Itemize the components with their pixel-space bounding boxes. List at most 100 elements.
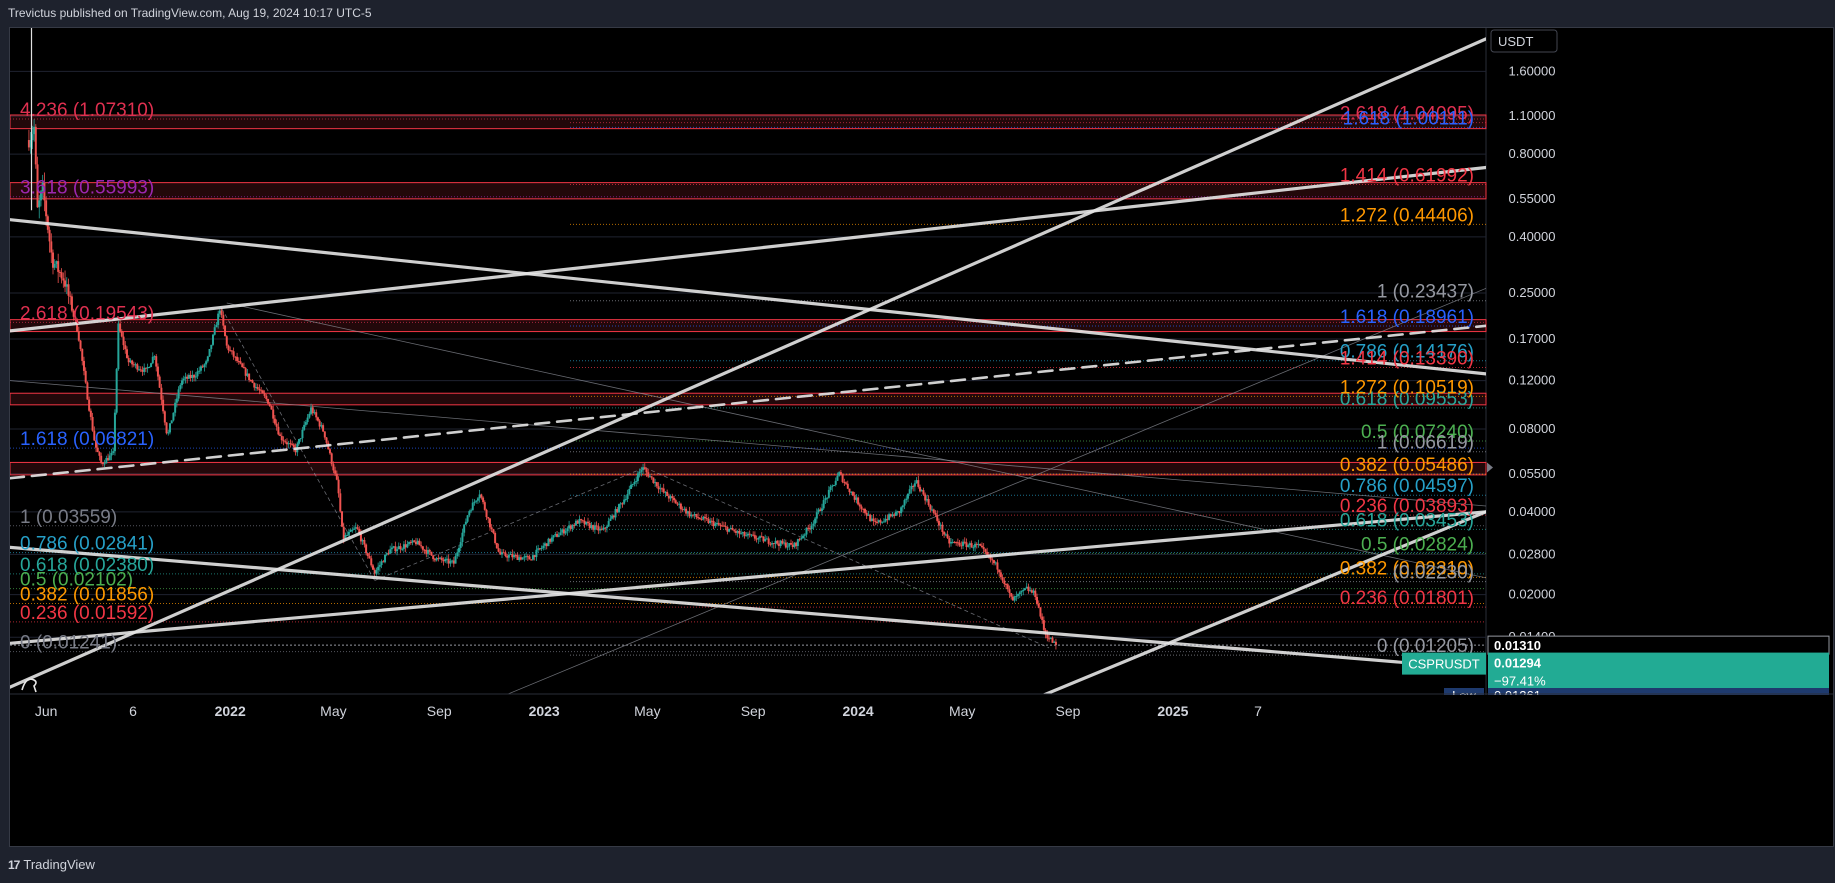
candle-body xyxy=(805,527,808,535)
candle-body xyxy=(604,527,607,529)
candle-body xyxy=(112,451,115,453)
candle-body xyxy=(392,546,395,548)
candle-body xyxy=(956,542,959,544)
fib-right-lower-label: 1.414 (0.13390) xyxy=(1340,349,1474,370)
candle-body xyxy=(755,538,758,540)
candle-body xyxy=(884,518,887,522)
candle-body xyxy=(626,493,629,500)
candle-body xyxy=(1022,589,1025,591)
candle-body xyxy=(960,545,963,547)
candle-body xyxy=(877,520,880,523)
candle-body xyxy=(741,532,744,534)
candle-body xyxy=(184,376,187,379)
candle-body xyxy=(260,390,263,392)
candle-body xyxy=(922,490,925,495)
candle-body xyxy=(199,366,202,371)
publisher-line: Trevictus published on TradingView.com, … xyxy=(8,6,372,20)
candle-body xyxy=(1017,594,1020,596)
x-tick-label: Sep xyxy=(427,703,452,719)
candle-body xyxy=(798,539,801,541)
candle-body xyxy=(998,569,1001,573)
candle-body xyxy=(150,363,153,368)
candle-body xyxy=(251,380,254,383)
x-tick-label: 2023 xyxy=(529,703,560,719)
candle-body xyxy=(531,555,534,560)
candle-body xyxy=(158,376,161,388)
candle-body xyxy=(812,523,815,526)
candle-body xyxy=(119,323,122,332)
candle-body xyxy=(587,521,590,523)
x-tick-label: Sep xyxy=(741,703,766,719)
candle-body xyxy=(507,554,510,558)
candle-body xyxy=(721,525,724,527)
fib-right-upper-label: 0.5 (0.07240) xyxy=(1361,422,1474,443)
candle-body xyxy=(404,544,407,548)
trendline xyxy=(10,324,1486,480)
candle-body xyxy=(666,491,669,496)
candle-body xyxy=(519,557,522,560)
candle-body xyxy=(141,370,144,372)
candle-body xyxy=(533,555,536,558)
candle-body xyxy=(614,509,617,518)
y-tick-label: 0.55000 xyxy=(1509,191,1556,206)
candle-body xyxy=(452,560,455,564)
candle-body xyxy=(537,548,540,550)
candle-body xyxy=(356,527,359,529)
candle-body xyxy=(562,529,565,534)
candle-body xyxy=(168,423,171,433)
candle-body xyxy=(210,344,213,349)
candle-body xyxy=(239,361,242,364)
candle-body xyxy=(261,390,264,394)
candle-body xyxy=(445,558,448,560)
candle-body xyxy=(76,320,79,332)
candle-body xyxy=(879,520,882,523)
candle-body xyxy=(872,518,875,522)
candle-body xyxy=(181,380,184,386)
candle-body xyxy=(731,527,734,531)
tradingview-logo-icon: 17 xyxy=(8,857,20,872)
candle-body xyxy=(98,452,101,456)
candle-body xyxy=(385,553,388,555)
candle-body xyxy=(478,494,481,499)
candle-body xyxy=(695,514,698,518)
candle-body xyxy=(1001,577,1004,581)
footer-brand[interactable]: TradingView xyxy=(23,857,95,872)
candle-body xyxy=(229,350,232,352)
candle-body xyxy=(685,508,688,514)
candle-body xyxy=(748,533,751,535)
candle-body xyxy=(777,543,780,547)
fib-left-label: 0.236 (0.01592) xyxy=(20,603,154,624)
candle-body xyxy=(673,497,676,501)
chart-frame[interactable]: 4.236 (1.07310) 3.618 (0.55993) 2.618 (0.1… xyxy=(9,27,1834,847)
candle-body xyxy=(165,422,168,434)
price-chart[interactable]: 4.236 (1.07310) 3.618 (0.55993) 2.618 (0.1… xyxy=(10,28,1833,846)
candle-body xyxy=(616,509,619,513)
candle-body xyxy=(679,503,682,510)
candle-body xyxy=(421,546,424,550)
candle-body xyxy=(1039,607,1042,617)
x-tick-label: 7 xyxy=(1254,703,1262,719)
candle-body xyxy=(540,547,543,549)
candle-body xyxy=(218,310,221,314)
candle-body xyxy=(974,543,977,548)
candle-body xyxy=(328,449,331,454)
candle-body xyxy=(544,543,547,546)
candle-body xyxy=(409,542,412,544)
candle-body xyxy=(559,532,562,536)
candle-body xyxy=(50,241,53,253)
candle-body xyxy=(900,507,903,514)
candle-body xyxy=(659,488,662,490)
candle-body xyxy=(815,512,818,519)
candle-body xyxy=(299,438,302,440)
candle-body xyxy=(365,544,368,554)
candle-body xyxy=(633,481,636,484)
candle-body xyxy=(838,472,841,476)
candle-body xyxy=(1030,590,1033,593)
candle-body xyxy=(908,489,911,494)
candle-body xyxy=(27,140,30,148)
candle-body xyxy=(155,356,158,367)
candle-body xyxy=(138,369,141,371)
trendline xyxy=(10,510,1486,645)
current-price-text: 0.01294 xyxy=(1494,656,1542,671)
candle-body xyxy=(151,356,154,364)
